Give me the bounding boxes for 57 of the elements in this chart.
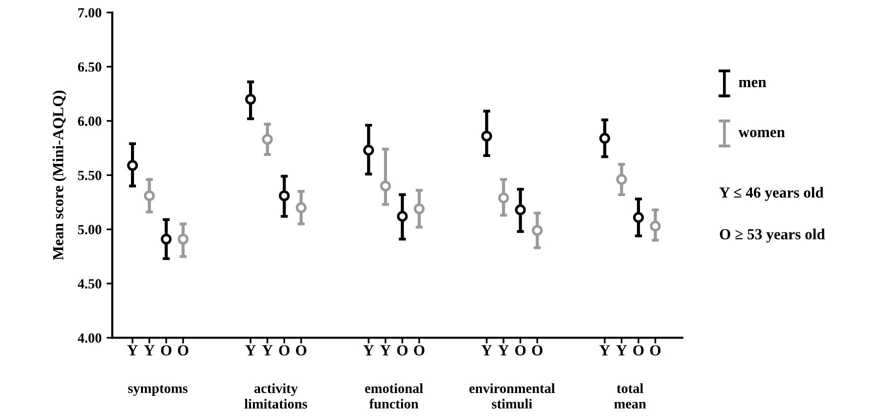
point bbox=[633, 212, 644, 223]
text: activity limitations bbox=[244, 383, 308, 409]
point bbox=[532, 225, 543, 236]
text: symptoms bbox=[128, 385, 188, 396]
x-tick-label: Y bbox=[363, 345, 374, 356]
point bbox=[245, 94, 256, 105]
point bbox=[414, 203, 425, 214]
point bbox=[363, 144, 374, 156]
x-tick-label: O bbox=[397, 345, 408, 356]
point bbox=[616, 174, 628, 185]
y-axis-title: Mean score (Mini-AQLQ) bbox=[52, 90, 66, 260]
point bbox=[514, 204, 526, 216]
x-tick-label: Y bbox=[245, 345, 256, 356]
point bbox=[599, 132, 610, 144]
point bbox=[296, 202, 307, 214]
point bbox=[498, 192, 509, 204]
x-tick-label: Y bbox=[144, 345, 155, 356]
x-tick-label: Y bbox=[599, 345, 610, 356]
x-tick-label: Y bbox=[616, 345, 627, 356]
x-tick-label: O bbox=[515, 345, 526, 356]
point bbox=[380, 180, 391, 192]
x-tick-label: O bbox=[279, 345, 290, 356]
text: environmental stimuli bbox=[469, 383, 555, 409]
x-tick-label: Y bbox=[481, 345, 492, 356]
point bbox=[481, 130, 492, 142]
text: emotional function bbox=[365, 383, 423, 409]
x-tick-label: O bbox=[414, 345, 424, 356]
legend-label: men bbox=[738, 80, 766, 88]
point bbox=[396, 210, 408, 222]
y-tick-label: 5.00 bbox=[78, 224, 102, 234]
y-tick-label: 4.50 bbox=[78, 279, 102, 289]
point bbox=[127, 160, 138, 171]
y-tick-label: 4.00 bbox=[78, 333, 102, 343]
point bbox=[144, 190, 155, 202]
x-tick-label: O bbox=[161, 345, 172, 356]
x-tick-label: Y bbox=[498, 345, 509, 356]
x-tick-label: Y bbox=[262, 345, 273, 356]
y-tick-label: 6.00 bbox=[78, 116, 102, 126]
legend-label: women bbox=[738, 130, 785, 138]
point bbox=[178, 234, 189, 245]
point bbox=[160, 234, 172, 245]
x-tick-label: O bbox=[633, 345, 644, 356]
point bbox=[262, 134, 273, 145]
y-tick-label: 6.50 bbox=[78, 62, 102, 72]
y-tick-label: 7.00 bbox=[78, 8, 102, 18]
x-tick-label: Y bbox=[380, 345, 391, 356]
x-tick-label: O bbox=[532, 345, 542, 356]
text: O ≥ 53 years old bbox=[720, 228, 825, 243]
text: Y ≤ 46 years old bbox=[719, 186, 824, 201]
x-tick-label: O bbox=[296, 345, 306, 356]
point bbox=[650, 220, 661, 232]
x-tick-label: Y bbox=[127, 345, 138, 356]
x-tick-label: O bbox=[650, 345, 661, 356]
y-tick-label: 5.50 bbox=[78, 170, 102, 180]
point bbox=[278, 190, 290, 202]
text: total mean bbox=[614, 383, 646, 409]
x-tick-label: O bbox=[178, 345, 188, 356]
